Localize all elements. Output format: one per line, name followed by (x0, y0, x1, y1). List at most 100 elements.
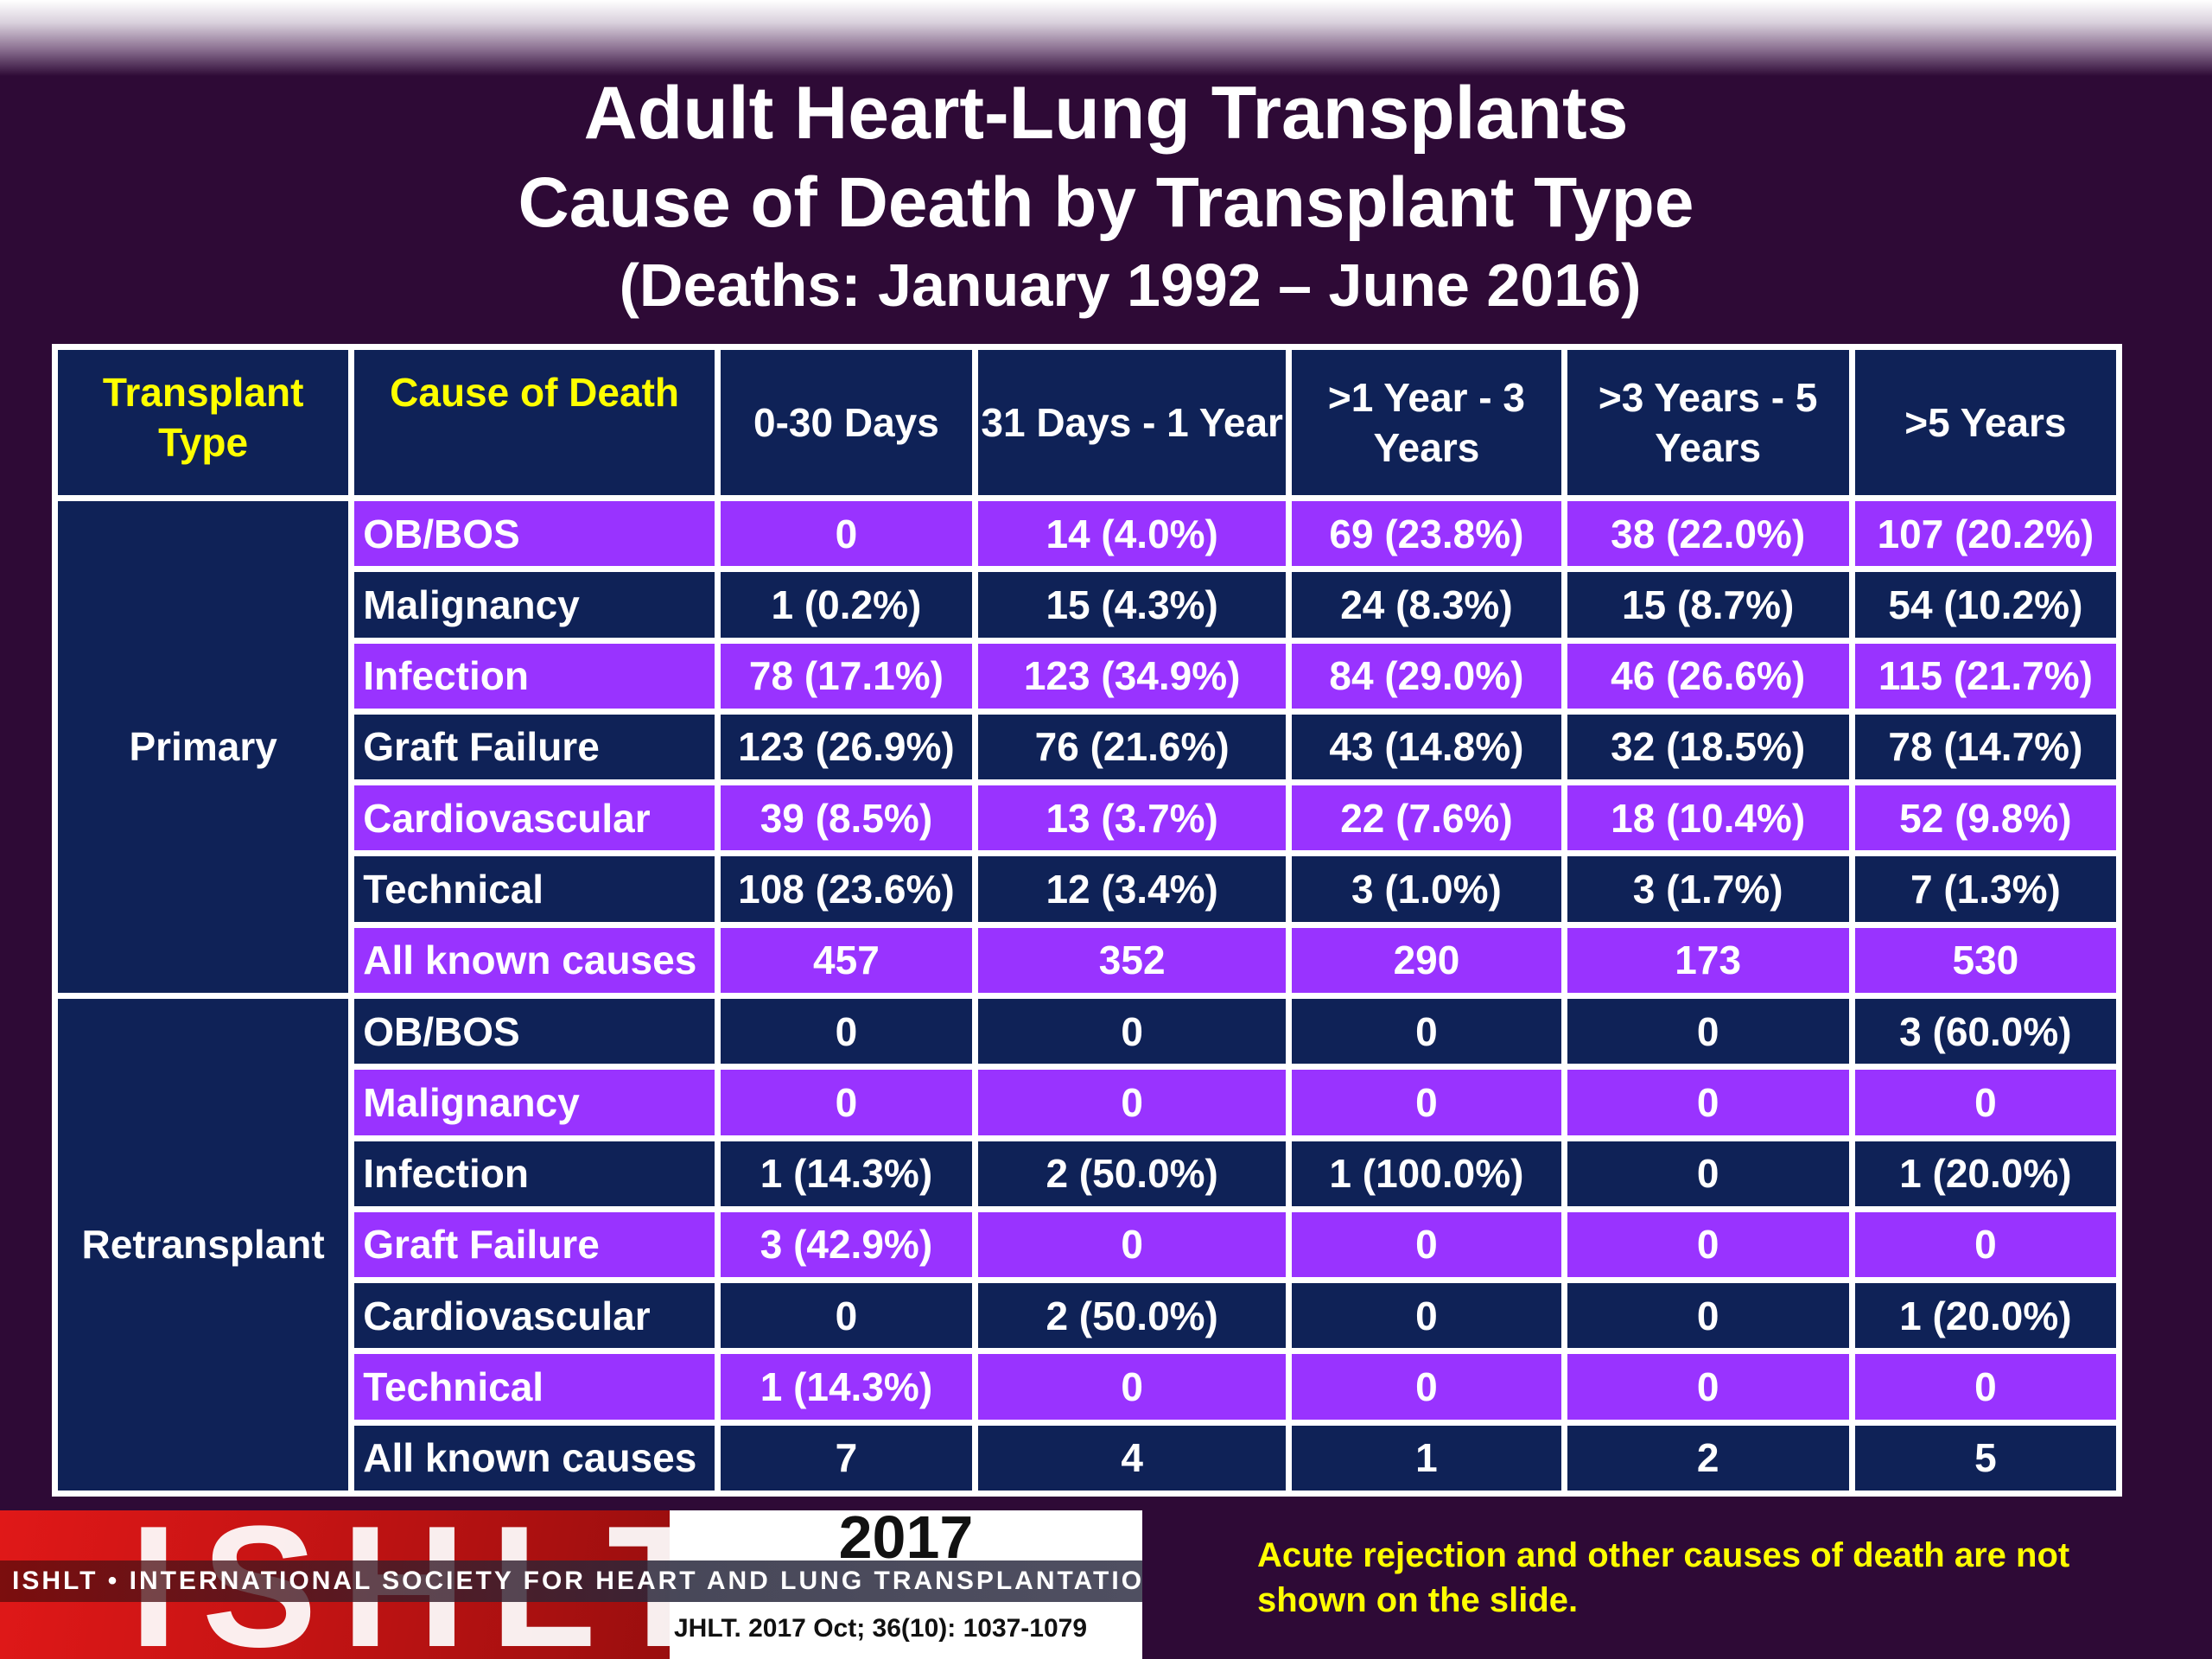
value-cell: 0 (977, 998, 1287, 1065)
journal-citation: JHLT. 2017 Oct; 36(10): 1037-1079 (674, 1614, 1088, 1643)
value-cell: 52 (9.8%) (1854, 785, 2116, 851)
cause-cell: Infection (354, 1141, 715, 1206)
value-cell: 14 (4.0%) (977, 501, 1287, 567)
cause-cell: Malignancy (354, 572, 715, 638)
value-cell: 7 (720, 1425, 972, 1491)
value-cell: 107 (20.2%) (1854, 501, 2116, 567)
value-cell: 0 (1292, 1354, 1561, 1420)
table-row: Infection 78 (17.1%) 123 (34.9%) 84 (29.0%)… (58, 643, 2116, 709)
value-cell: 39 (8.5%) (720, 785, 972, 851)
value-cell: 1 (1292, 1425, 1561, 1491)
value-cell: 3 (1.0%) (1292, 856, 1561, 922)
value-cell: 15 (8.7%) (1567, 572, 1849, 638)
value-cell: 13 (3.7%) (977, 785, 1287, 851)
value-cell: 457 (720, 927, 972, 993)
value-cell: 0 (1292, 1211, 1561, 1278)
value-cell: 0 (1292, 1070, 1561, 1135)
table-row: Technical 1 (14.3%) 0 0 0 0 (58, 1354, 2116, 1420)
value-cell: 4 (977, 1425, 1287, 1491)
value-cell: 0 (1567, 1070, 1849, 1135)
header-transplant-type: Transplant Type (58, 350, 349, 495)
value-cell: 1 (100.0%) (1292, 1141, 1561, 1206)
table-row: Technical 108 (23.6%) 12 (3.4%) 3 (1.0%) 3 (… (58, 856, 2116, 922)
transplant-type-cell: Retransplant (58, 998, 349, 1491)
value-cell: 0 (977, 1354, 1287, 1420)
value-cell: 0 (720, 1283, 972, 1349)
value-cell: 530 (1854, 927, 2116, 993)
table-body: Primary OB/BOS 0 14 (4.0%) 69 (23.8%) 38 (22.… (58, 501, 2116, 1491)
table-row: All known causes 457 352 290 173 530 (58, 927, 2116, 993)
value-cell: 84 (29.0%) (1292, 643, 1561, 709)
logo-society-name: ISHLT • INTERNATIONAL SOCIETY FOR HEART … (12, 1567, 1142, 1595)
value-cell: 43 (14.8%) (1292, 714, 1561, 780)
cause-cell: Graft Failure (354, 714, 715, 780)
value-cell: 0 (1292, 998, 1561, 1065)
value-cell: 108 (23.6%) (720, 856, 972, 922)
table-row: Retransplant OB/BOS 0 0 0 0 3 (60.0%) (58, 998, 2116, 1491)
value-cell: 123 (26.9%) (720, 714, 972, 780)
cause-cell: Technical (354, 1354, 715, 1420)
value-cell: 0 (720, 501, 972, 567)
value-cell: 123 (34.9%) (977, 643, 1287, 709)
value-cell: 0 (720, 998, 972, 1065)
cause-cell: All known causes (354, 1425, 715, 1491)
value-cell: 22 (7.6%) (1292, 785, 1561, 851)
header-period: 31 Days - 1 Year (977, 350, 1287, 495)
value-cell: 18 (10.4%) (1567, 785, 1849, 851)
value-cell: 78 (14.7%) (1854, 714, 2116, 780)
value-cell: 115 (21.7%) (1854, 643, 2116, 709)
value-cell: 0 (1854, 1070, 2116, 1135)
table-row: Graft Failure 3 (42.9%) 0 0 0 0 (58, 1211, 2116, 1278)
cause-cell: OB/BOS (354, 501, 715, 567)
table-row: Malignancy 0 0 0 0 0 (58, 1070, 2116, 1135)
cause-of-death-table: Transplant Type Cause of Death 0-30 Days… (52, 344, 2122, 1497)
cause-cell: OB/BOS (354, 998, 715, 1065)
value-cell: 0 (720, 1070, 972, 1135)
table-row: Cardiovascular 39 (8.5%) 13 (3.7%) 22 (7.6%… (58, 785, 2116, 851)
value-cell: 0 (977, 1211, 1287, 1278)
top-gradient-band (0, 0, 2212, 76)
header-period: >5 Years (1854, 350, 2116, 495)
value-cell: 0 (977, 1070, 1287, 1135)
value-cell: 2 (50.0%) (977, 1141, 1287, 1206)
value-cell: 24 (8.3%) (1292, 572, 1561, 638)
cause-cell: Graft Failure (354, 1211, 715, 1278)
value-cell: 69 (23.8%) (1292, 501, 1561, 567)
value-cell: 0 (1567, 1211, 1849, 1278)
value-cell: 76 (21.6%) (977, 714, 1287, 780)
value-cell: 38 (22.0%) (1567, 501, 1849, 567)
value-cell: 1 (20.0%) (1854, 1283, 2116, 1349)
value-cell: 2 (1567, 1425, 1849, 1491)
cause-cell: All known causes (354, 927, 715, 993)
value-cell: 1 (20.0%) (1854, 1141, 2116, 1206)
value-cell: 12 (3.4%) (977, 856, 1287, 922)
cause-cell: Malignancy (354, 1070, 715, 1135)
value-cell: 3 (60.0%) (1854, 998, 2116, 1065)
value-cell: 0 (1567, 1283, 1849, 1349)
value-cell: 7 (1.3%) (1854, 856, 2116, 922)
value-cell: 3 (1.7%) (1567, 856, 1849, 922)
value-cell: 1 (14.3%) (720, 1354, 972, 1420)
value-cell: 46 (26.6%) (1567, 643, 1849, 709)
logo-year: 2017 (838, 1510, 974, 1571)
table-row: Primary OB/BOS 0 14 (4.0%) 69 (23.8%) 38 (22.… (58, 501, 2116, 993)
header-cause-of-death: Cause of Death (354, 350, 715, 495)
value-cell: 290 (1292, 927, 1561, 993)
value-cell: 32 (18.5%) (1567, 714, 1849, 780)
slide-date-range: (Deaths: January 1992 – June 2016) (619, 251, 1642, 319)
header-period: >1 Year - 3 Years (1292, 350, 1561, 495)
cause-cell: Infection (354, 643, 715, 709)
table-row: All known causes 7 4 1 2 5 (58, 1425, 2116, 1491)
footnote: Acute rejection and other causes of deat… (1257, 1536, 2070, 1619)
cause-cell: Cardiovascular (354, 1283, 715, 1349)
value-cell: 0 (1567, 998, 1849, 1065)
value-cell: 78 (17.1%) (720, 643, 972, 709)
slide-subtitle: Cause of Death by Transplant Type (518, 163, 1694, 242)
header-period: >3 Years - 5 Years (1567, 350, 1849, 495)
value-cell: 2 (50.0%) (977, 1283, 1287, 1349)
value-cell: 0 (1567, 1354, 1849, 1420)
value-cell: 0 (1854, 1354, 2116, 1420)
value-cell: 0 (1854, 1211, 2116, 1278)
value-cell: 54 (10.2%) (1854, 572, 2116, 638)
value-cell: 1 (14.3%) (720, 1141, 972, 1206)
